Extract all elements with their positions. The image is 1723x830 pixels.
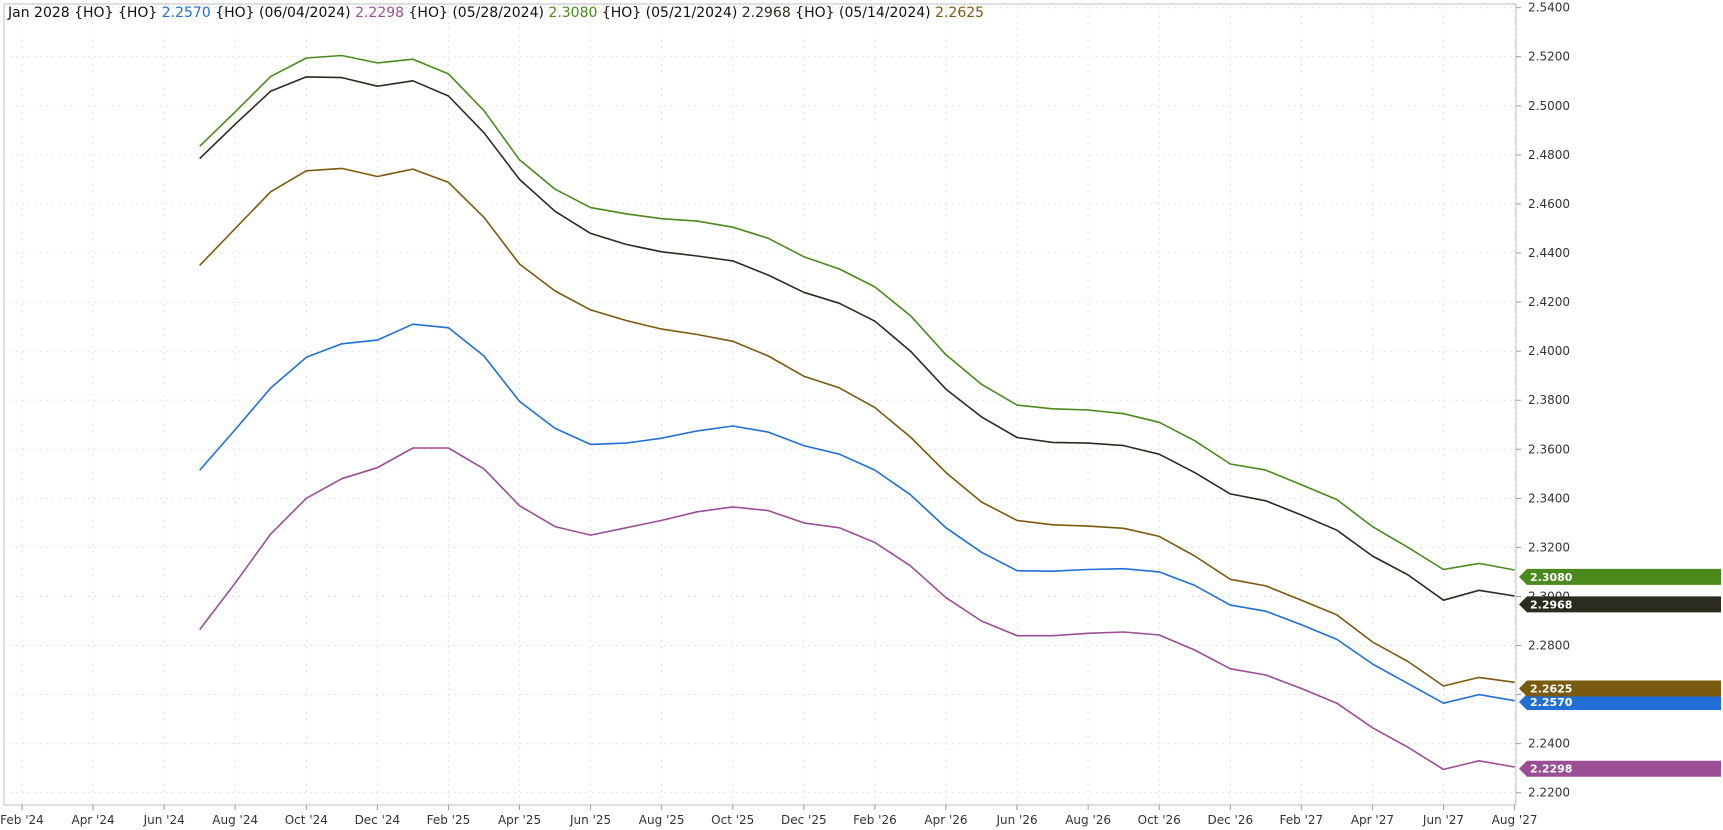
x-tick-label: Feb '25 [427,813,471,827]
y-tick-label: 2.4000 [1528,344,1570,358]
x-tick-label: Feb '26 [853,813,897,827]
last-value-flag-0: 2.2570 [1519,693,1721,710]
y-tick-label: 2.3800 [1528,393,1570,407]
y-tick-label: 2.4600 [1528,197,1570,211]
x-tick-label: Aug '26 [1065,813,1111,827]
x-tick-label: Apr '26 [924,813,967,827]
x-tick-label: Oct '25 [711,813,754,827]
y-tick-label: 2.4800 [1528,148,1570,162]
last-value-flag-label: 2.2570 [1530,696,1573,709]
x-tick-label: Oct '24 [285,813,328,827]
legend-series-list: {HO} 2.2570 {HO} (06/04/2024) 2.2298 {HO… [118,5,984,21]
legend-series-name: {HO} [117,5,162,21]
y-tick-label: 2.5000 [1528,99,1570,113]
x-tick-label: Feb '27 [1280,813,1324,827]
last-value-flag-1: 2.2298 [1519,760,1721,777]
y-tick-label: 2.2200 [1528,786,1570,800]
last-value-flag-label: 2.3080 [1530,571,1573,584]
legend-series-value: 2.2625 [935,5,985,21]
last-value-flag-label: 2.2298 [1530,763,1572,776]
last-value-flag-label: 2.2625 [1530,682,1572,695]
last-value-flag-bg [1519,680,1721,697]
series-line-1 [199,447,1515,771]
last-value-flag-2: 2.3080 [1519,568,1721,585]
legend-series-name: {HO} (05/14/2024) [790,5,936,21]
last-value-flag-label: 2.2968 [1530,598,1572,611]
last-value-flag-bg [1519,693,1721,710]
legend-series-name: {HO} (06/04/2024) [210,5,356,21]
x-tick-label: Jun '24 [143,813,185,827]
last-value-flag-4: 2.2625 [1519,680,1721,697]
chart-title: Jan 2028 {HO} [8,5,114,21]
y-tick-label: 2.3400 [1528,491,1570,505]
y-tick-label: 2.3600 [1528,442,1570,456]
x-tick-label: Dec '26 [1207,813,1253,827]
y-tick-label: 2.2400 [1528,737,1570,751]
x-tick-label: Dec '25 [781,813,827,827]
y-tick-label: 2.4400 [1528,246,1570,260]
x-tick-label: Jun '26 [995,813,1037,827]
last-value-flag-bg [1519,596,1721,613]
x-tick-label: Jun '25 [569,813,611,827]
chart-legend: Jan 2028 {HO} {HO} 2.2570 {HO} (06/04/20… [8,5,984,21]
last-value-flag-bg [1519,760,1721,777]
legend-series-value: 2.2298 [355,5,405,21]
legend-series-value: 2.3080 [548,5,598,21]
y-tick-label: 2.4200 [1528,295,1570,309]
last-value-flag-bg [1519,568,1721,585]
y-tick-label: 2.5400 [1528,1,1570,15]
plot-frame [3,3,1517,806]
x-tick-label: Apr '27 [1351,813,1394,827]
series-line-2 [199,54,1515,571]
legend-series-name: {HO} (05/28/2024) [404,5,549,21]
series-line-0 [199,323,1515,705]
x-tick-label: Apr '24 [71,813,114,827]
x-tick-label: Apr '25 [498,813,541,827]
legend-series-name: {HO} (05/21/2024) [597,5,742,21]
x-tick-label: Aug '24 [212,813,258,827]
x-tick-label: Aug '25 [639,813,685,827]
x-tick-label: Jun '27 [1422,813,1464,827]
x-tick-label: Oct '26 [1138,813,1181,827]
last-value-flag-3: 2.2968 [1519,596,1721,613]
series-line-3 [199,76,1515,602]
legend-series-value: 2.2968 [741,5,791,21]
y-tick-label: 2.2800 [1528,639,1570,653]
y-tick-label: 2.3200 [1528,540,1570,554]
y-tick-label: 2.5200 [1528,50,1570,64]
x-tick-label: Dec '24 [355,813,401,827]
x-tick-label: Feb '24 [0,813,44,827]
legend-series-value: 2.2570 [161,5,211,21]
x-tick-label: Aug '27 [1492,813,1538,827]
series-line-4 [199,167,1515,687]
